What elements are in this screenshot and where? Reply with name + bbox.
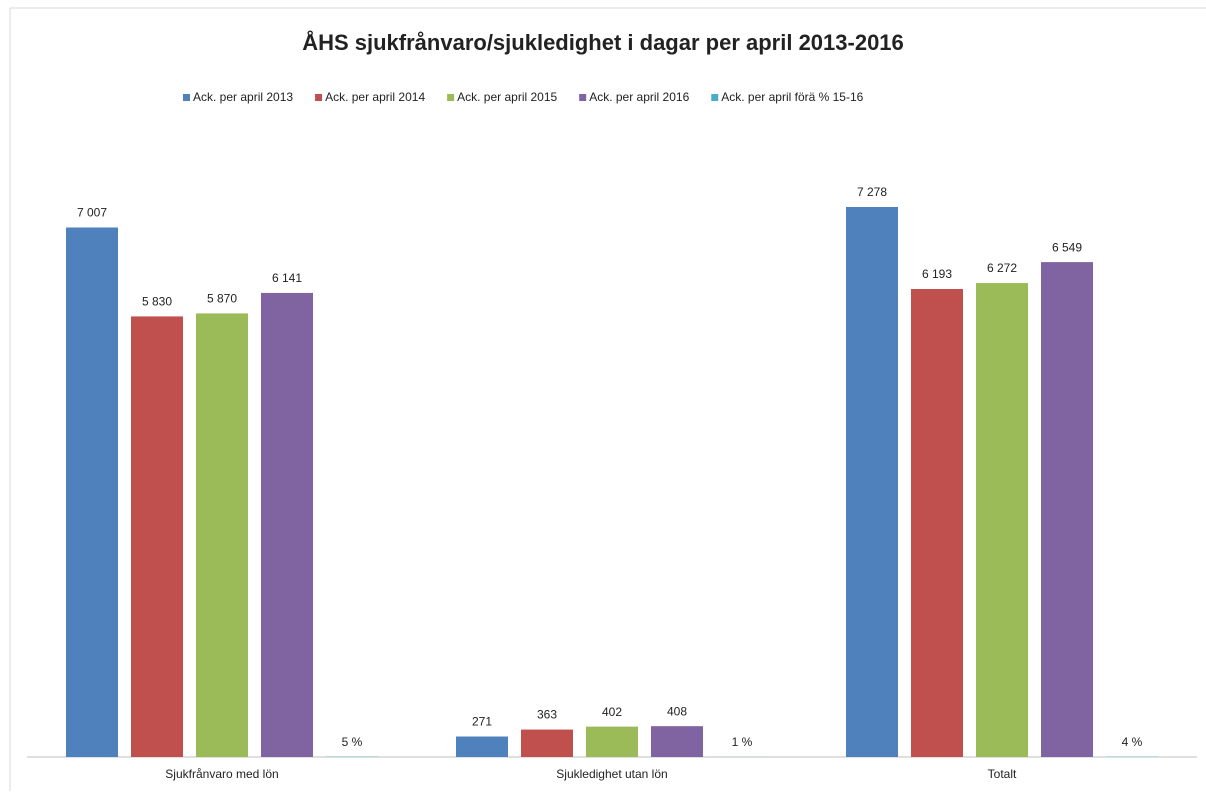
data-label: 1 %: [732, 735, 753, 749]
legend-swatch: [447, 94, 454, 101]
bar: [976, 283, 1028, 757]
data-label: 271: [472, 715, 492, 729]
data-label: 408: [667, 704, 687, 718]
bar: [911, 289, 963, 757]
x-tick-label: Sjukfrånvaro med lön: [165, 767, 278, 781]
legend-swatch: [579, 94, 586, 101]
x-tick-label: Sjukledighet utan lön: [556, 767, 667, 781]
data-label: 4 %: [1122, 735, 1143, 749]
bar: [651, 726, 703, 757]
data-label: 5 870: [207, 292, 237, 306]
bar: [261, 293, 313, 757]
data-label: 7 007: [77, 206, 107, 220]
bar: [1041, 262, 1093, 757]
bar: [521, 730, 573, 757]
data-label: 5 830: [142, 295, 172, 309]
data-label: 7 278: [857, 185, 887, 199]
bar: [66, 227, 118, 757]
legend-label: Ack. per april 2016: [589, 90, 689, 104]
bar: [846, 207, 898, 757]
data-label: 6 193: [922, 267, 952, 281]
data-label: 5 %: [342, 735, 363, 749]
legend-label: Ack. per april 2013: [193, 90, 293, 104]
legend-swatch: [711, 94, 718, 101]
bar: [456, 737, 508, 757]
data-label: 6 141: [272, 271, 302, 285]
data-label: 6 549: [1052, 240, 1082, 254]
legend-label: Ack. per april 2014: [325, 90, 425, 104]
bar: [131, 316, 183, 757]
bar: [586, 727, 638, 757]
legend-swatch: [315, 94, 322, 101]
bar: [196, 313, 248, 757]
chart-title: ÅHS sjukfrånvaro/sjukledighet i dagar pe…: [302, 29, 904, 55]
legend-label: Ack. per april förä % 15-16: [721, 90, 863, 104]
legend-swatch: [183, 94, 190, 101]
data-label: 363: [537, 708, 557, 722]
legend-label: Ack. per april 2015: [457, 90, 557, 104]
data-label: 6 272: [987, 261, 1017, 275]
data-label: 402: [602, 705, 622, 719]
x-tick-label: Totalt: [988, 767, 1017, 781]
